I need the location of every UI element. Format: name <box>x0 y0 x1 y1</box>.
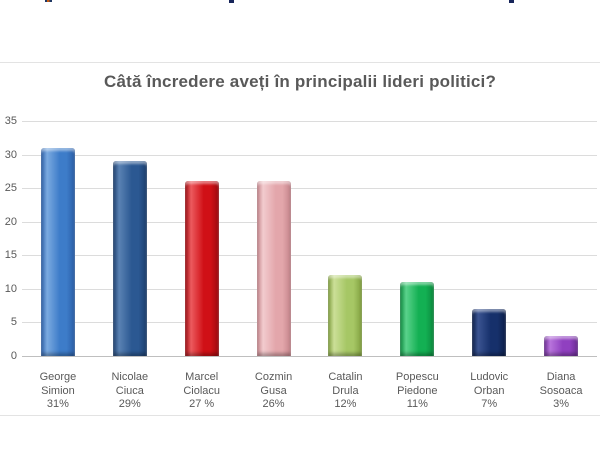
bar-marcel-ciolacu <box>185 181 219 356</box>
x-axis-baseline <box>22 356 597 357</box>
bar-popescu-piedone <box>400 282 434 356</box>
category-name-line: Simion <box>41 384 75 397</box>
x-category-label: Diana Sosoaca 3% <box>525 371 597 412</box>
y-tick-label: 20 <box>4 215 17 228</box>
gridline <box>22 188 597 190</box>
text-fragment-icon <box>45 0 52 2</box>
category-name-line: Ciolacu <box>183 384 221 397</box>
x-category-label: Popescu Piedone 11% <box>381 371 453 412</box>
gridline <box>22 322 597 324</box>
x-category-label: Ludovic Orban 7% <box>453 371 525 412</box>
x-category-label: Nicolae Ciuca 29% <box>94 371 166 412</box>
y-tick-label: 30 <box>4 148 17 161</box>
category-percent-label: 11% <box>406 398 428 410</box>
y-tick-label: 5 <box>10 316 17 329</box>
category-name-line: Cozmin <box>254 371 293 383</box>
category-name-line: Diana <box>546 371 576 383</box>
category-percent-label: 29% <box>118 398 141 410</box>
x-category-label: George Simion 31% <box>22 371 94 412</box>
category-name-line: Catalin <box>328 371 363 383</box>
text-fragment-icon <box>229 0 234 3</box>
bar-catalin-drula <box>328 275 362 356</box>
x-category-label: Catalin Drula 12% <box>310 371 382 412</box>
category-name-line: Drula <box>332 384 359 397</box>
y-tick-label: 10 <box>4 282 17 295</box>
y-tick-label: 15 <box>4 249 17 262</box>
category-percent-label: 12% <box>334 398 357 410</box>
y-tick-label: 0 <box>10 350 17 362</box>
category-percent-label: 31% <box>46 398 69 410</box>
chart-title: Câtă încredere aveți în principalii lide… <box>103 72 497 91</box>
category-name-line: Sosoaca <box>539 384 583 397</box>
category-name-line: Nicolae <box>111 371 149 383</box>
category-percent-label: 26% <box>262 398 285 410</box>
bar-ludovic-orban <box>472 309 506 356</box>
bar-diana-sosoaca <box>544 336 578 356</box>
category-name-line: Orban <box>473 384 505 397</box>
category-name-line: Ludovic <box>470 371 509 383</box>
bar-george-simion <box>41 148 75 356</box>
gridline <box>22 121 597 122</box>
gridline <box>22 154 597 156</box>
category-name-line: Marcel <box>185 371 219 383</box>
x-category-label: Cozmin Gusa 26% <box>238 371 310 412</box>
category-percent-label: 3% <box>553 398 570 410</box>
category-name-line: Gusa <box>260 384 287 397</box>
gridline <box>22 288 597 290</box>
plot-area <box>22 121 597 357</box>
chart-bottom-border <box>0 415 600 416</box>
category-percent-label: 7% <box>481 398 498 410</box>
gridline <box>22 255 597 257</box>
text-fragment-icon <box>509 0 514 3</box>
category-percent-label: 27 % <box>189 398 215 410</box>
x-category-label: Marcel Ciolacu 27 % <box>166 371 238 412</box>
bar-nicolae-ciuca <box>113 161 147 356</box>
category-name-line: Popescu <box>395 371 439 383</box>
gridline <box>22 221 597 223</box>
bar-cozmin-gusa <box>257 181 291 356</box>
category-name-line: George <box>39 371 77 383</box>
y-tick-label: 25 <box>4 182 17 195</box>
y-tick-label: 35 <box>4 115 17 127</box>
category-name-line: Ciuca <box>115 384 144 397</box>
category-name-line: Piedone <box>397 384 438 397</box>
chart-top-border <box>0 62 600 63</box>
